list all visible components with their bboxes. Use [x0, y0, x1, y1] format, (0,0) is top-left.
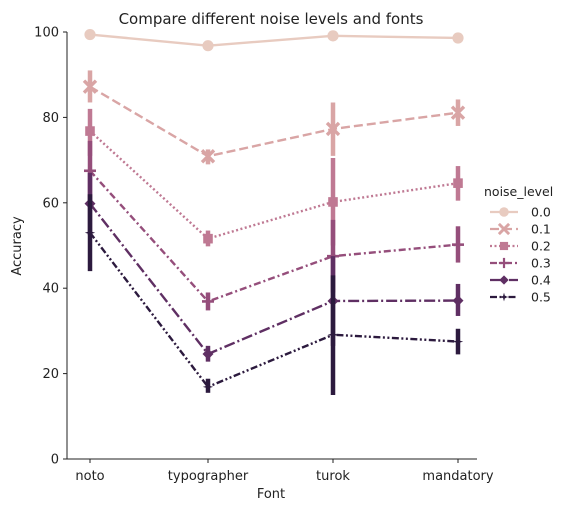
series-line	[89, 202, 459, 356]
y-tick-label: 20	[42, 367, 59, 382]
series-line	[89, 130, 459, 240]
legend-item: 0.1	[490, 222, 551, 237]
legend-item: 0.5	[490, 290, 551, 305]
legend-label: 0.2	[531, 239, 551, 254]
legend-label: 0.4	[531, 273, 551, 288]
legend-marker	[499, 207, 509, 217]
legend-marker	[499, 241, 509, 251]
data-point	[84, 28, 96, 41]
data-point	[327, 329, 339, 340]
y-axis-label: Accuracy	[10, 216, 25, 276]
legend-item: 0.3	[490, 256, 551, 271]
y-tick-label: 40	[42, 282, 59, 297]
y-tick-label: 0	[51, 453, 59, 468]
data-point	[202, 40, 214, 52]
series-line	[89, 33, 459, 47]
x-axis-label: Font	[257, 487, 285, 502]
y-tick-label: 60	[42, 196, 59, 211]
series-0.5	[84, 194, 464, 395]
series-0.2	[85, 108, 463, 247]
legend-marker	[499, 292, 509, 302]
x-tick-label: typographer	[168, 469, 249, 484]
data-point	[452, 336, 464, 347]
legend-marker	[498, 257, 510, 269]
x-tick-label: turok	[316, 469, 350, 484]
chart-title: Compare different noise levels and fonts	[119, 10, 424, 28]
data-point	[200, 149, 216, 164]
series-0.4	[84, 172, 464, 362]
legend: noise_level 0.0 0.1 0.2 0.3 0.4 0.5	[484, 184, 553, 305]
legend-marker	[497, 222, 511, 236]
data-point	[450, 105, 466, 120]
series-line	[89, 169, 459, 303]
data-point	[327, 30, 339, 42]
data-point	[328, 197, 338, 207]
legend-title: noise_level	[484, 184, 553, 199]
legend-marker	[499, 275, 509, 285]
y-tick-label: 100	[34, 26, 59, 41]
data-point	[325, 121, 341, 137]
legend-label: 0.5	[531, 290, 551, 305]
series-0.1	[82, 70, 466, 165]
data-point	[202, 348, 214, 360]
data-point	[452, 295, 464, 307]
data-point	[84, 227, 96, 238]
data-point	[202, 295, 214, 308]
y-tick-label: 80	[42, 111, 59, 126]
series-0.0	[84, 28, 464, 52]
data-point	[452, 238, 464, 251]
legend-item: 0.4	[490, 273, 551, 288]
data-point	[84, 164, 96, 177]
series-line	[89, 85, 459, 158]
x-tick-label: mandatory	[422, 469, 493, 484]
plot-area: 0 20 40 60 80 100 noto typographer turok mandator…	[34, 26, 494, 485]
legend-label: 0.1	[531, 222, 551, 237]
series-0.3	[84, 140, 464, 311]
data-point	[453, 178, 463, 188]
legend-label: 0.3	[531, 256, 551, 271]
legend-item: 0.2	[490, 239, 551, 254]
legend-item: 0.0	[490, 205, 551, 220]
series-line	[89, 231, 459, 389]
data-point	[202, 381, 214, 393]
x-tick-label: noto	[75, 469, 104, 484]
legend-label: 0.0	[531, 205, 551, 220]
data-point	[85, 126, 95, 136]
data-point	[452, 32, 464, 44]
data-point	[82, 79, 98, 94]
data-point	[203, 233, 213, 244]
